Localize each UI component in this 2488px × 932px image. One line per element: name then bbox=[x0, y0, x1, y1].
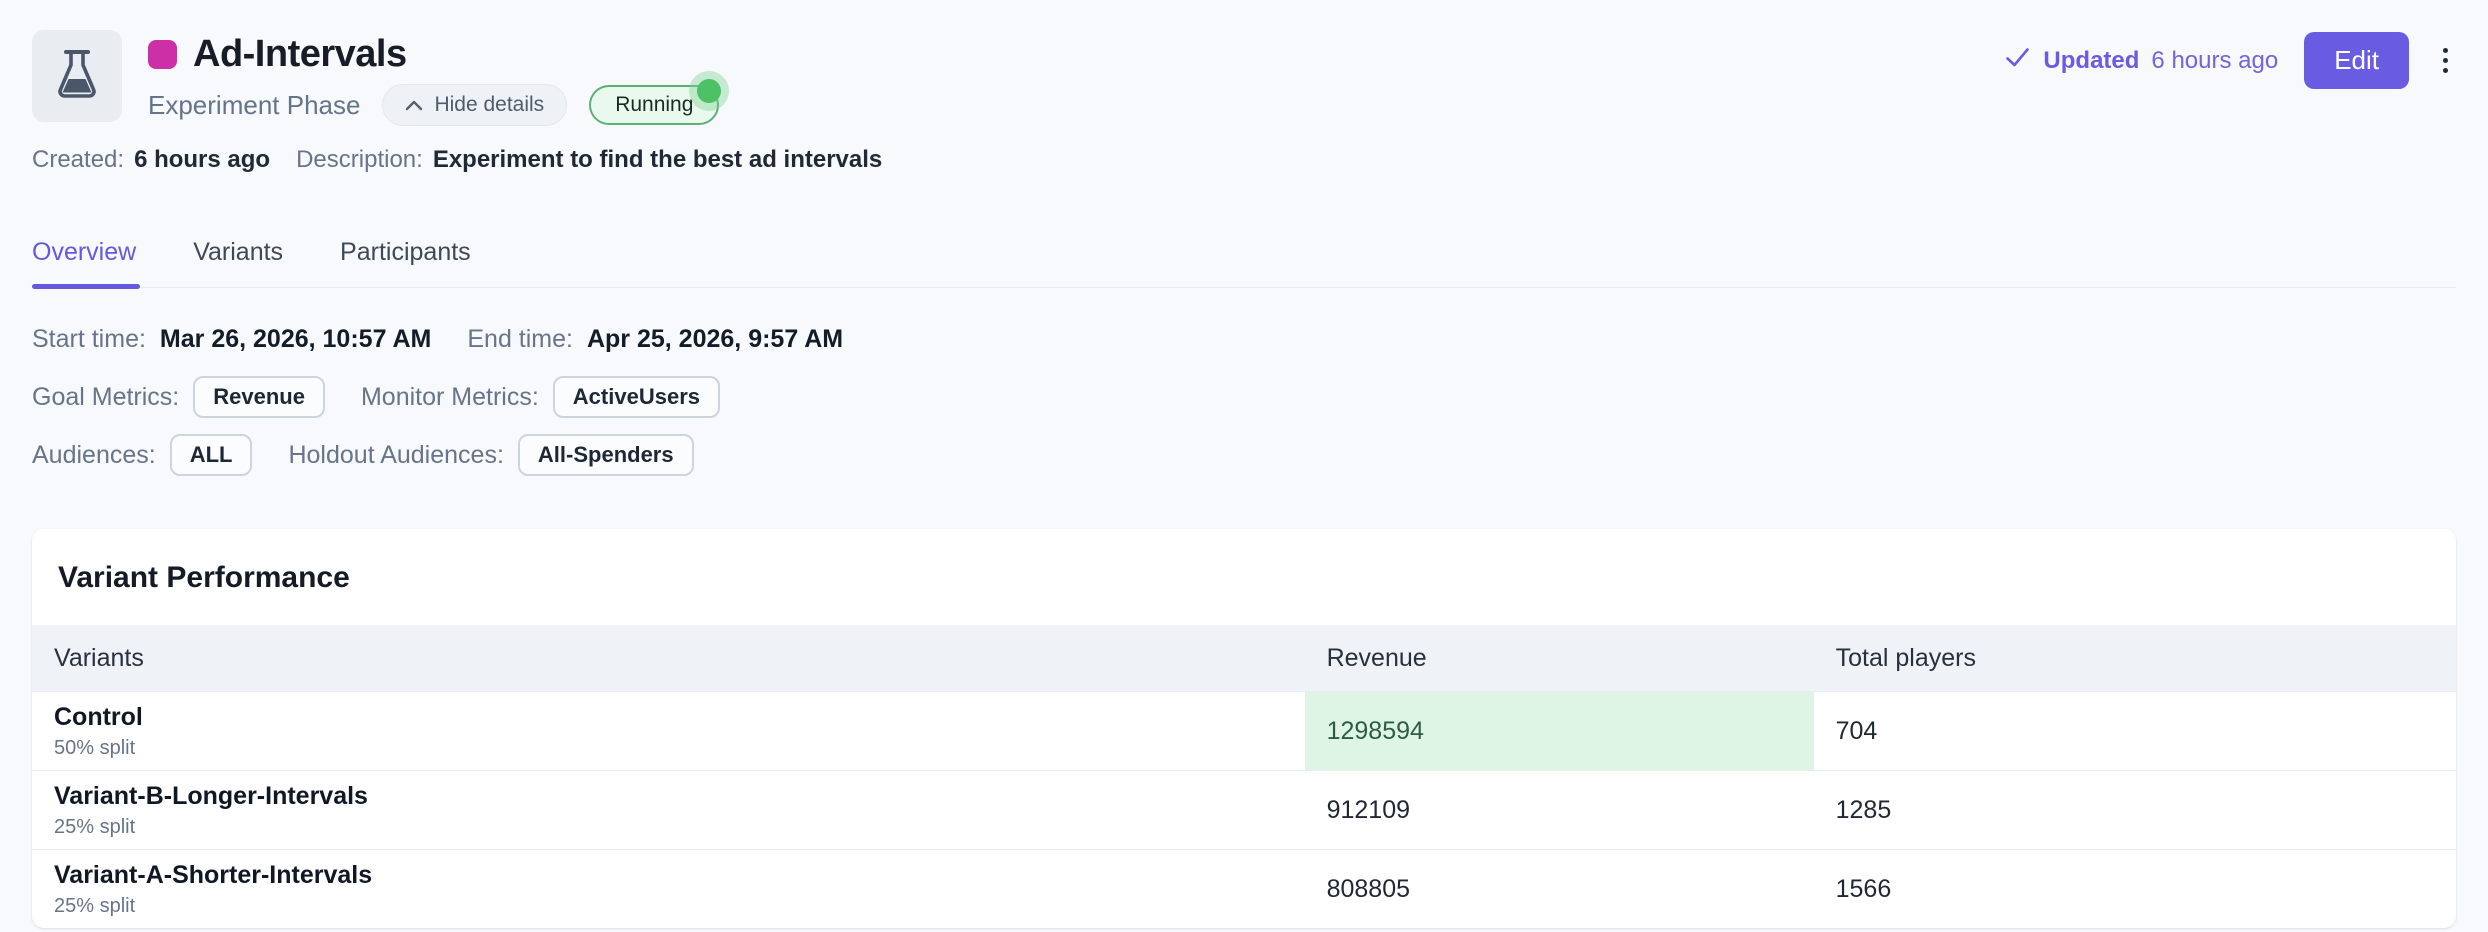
table-row: Variant-A-Shorter-Intervals 25% split 80… bbox=[32, 849, 2456, 928]
table-row: Control 50% split 1298594 704 bbox=[32, 691, 2456, 771]
experiment-details: Start time: Mar 26, 2026, 10:57 AM End t… bbox=[32, 317, 2456, 477]
start-time-value: Mar 26, 2026, 10:57 AM bbox=[159, 324, 432, 353]
created-label: Created: bbox=[32, 146, 125, 173]
variant-name: Control bbox=[54, 703, 143, 731]
table-row: Variant-B-Longer-Intervals 25% split 912… bbox=[32, 770, 2456, 850]
variant-name: Variant-A-Shorter-Intervals bbox=[54, 861, 373, 889]
revenue-cell-highlighted: 1298594 bbox=[1304, 691, 1814, 771]
status-badge-label: Running bbox=[615, 93, 694, 116]
revenue-cell: 912109 bbox=[1304, 770, 1814, 850]
holdout-audiences-label: Holdout Audiences: bbox=[288, 440, 504, 469]
variant-split: 25% split bbox=[54, 816, 136, 838]
check-icon bbox=[2004, 44, 2031, 78]
page-title: Ad-Intervals bbox=[193, 32, 407, 75]
chevron-up-icon bbox=[405, 93, 423, 117]
status-dot-halo bbox=[689, 71, 730, 111]
players-cell: 1566 bbox=[1813, 849, 2456, 928]
column-header-variants: Variants bbox=[32, 625, 1305, 692]
players-cell: 1285 bbox=[1813, 770, 2456, 850]
updated-time: 6 hours ago bbox=[2151, 46, 2279, 74]
created-value: 6 hours ago bbox=[134, 146, 271, 173]
status-badge: Running bbox=[589, 71, 730, 125]
variant-performance-table: Variants Revenue Total players Control 5… bbox=[32, 625, 2456, 928]
revenue-cell: 808805 bbox=[1304, 849, 1814, 928]
column-header-revenue: Revenue bbox=[1304, 625, 1814, 692]
experiment-color-swatch bbox=[148, 39, 177, 69]
updated-label: Updated bbox=[2043, 46, 2140, 74]
experiment-type-box bbox=[32, 30, 122, 122]
audience-chip: ALL bbox=[169, 434, 253, 476]
holdout-audience-chip: All-Spenders bbox=[517, 434, 694, 476]
monitor-metrics-label: Monitor Metrics: bbox=[360, 382, 539, 411]
description-value: Experiment to find the best ad intervals bbox=[432, 146, 883, 173]
audiences-label: Audiences: bbox=[32, 440, 156, 469]
tab-participants[interactable]: Participants bbox=[340, 238, 471, 266]
hide-details-label: Hide details bbox=[434, 93, 545, 116]
card-title: Variant Performance bbox=[58, 561, 350, 594]
column-header-total-players: Total players bbox=[1813, 625, 2456, 692]
table-header-row: Variants Revenue Total players bbox=[32, 625, 2456, 692]
start-time-label: Start time: bbox=[32, 324, 146, 353]
tab-overview[interactable]: Overview bbox=[32, 238, 141, 289]
time-row: Start time: Mar 26, 2026, 10:57 AM End t… bbox=[32, 317, 2456, 361]
end-time-value: Apr 25, 2026, 9:57 AM bbox=[586, 324, 844, 353]
flask-icon bbox=[54, 48, 100, 105]
variant-name: Variant-B-Longer-Intervals bbox=[54, 782, 368, 810]
updated-status: Updated 6 hours ago bbox=[2004, 44, 2278, 78]
page-header: Ad-Intervals Experiment Phase Hide detai… bbox=[32, 0, 2456, 126]
variant-split: 50% split bbox=[54, 737, 136, 759]
variant-split: 25% split bbox=[54, 895, 136, 917]
metrics-row: Goal Metrics: Revenue Monitor Metrics: A… bbox=[32, 375, 2456, 419]
header-left: Ad-Intervals Experiment Phase Hide detai… bbox=[32, 30, 730, 126]
kebab-menu-button[interactable] bbox=[2435, 38, 2456, 83]
title-row: Ad-Intervals bbox=[148, 30, 719, 78]
audiences-row: Audiences: ALL Holdout Audiences: All-Sp… bbox=[32, 433, 2456, 477]
goal-metrics-label: Goal Metrics: bbox=[32, 382, 180, 411]
meta-row: Created: 6 hours ago Description: Experi… bbox=[32, 146, 2456, 174]
hide-details-button[interactable]: Hide details bbox=[382, 84, 568, 126]
goal-metric-chip: Revenue bbox=[193, 376, 325, 418]
header-actions: Updated 6 hours ago Edit bbox=[2004, 32, 2456, 89]
end-time-label: End time: bbox=[467, 324, 573, 353]
monitor-metric-chip: ActiveUsers bbox=[552, 376, 720, 418]
status-dot-icon bbox=[697, 79, 722, 103]
tab-bar: Overview Variants Participants bbox=[32, 238, 2456, 289]
experiment-phase-label: Experiment Phase bbox=[148, 89, 361, 120]
title-block: Ad-Intervals Experiment Phase Hide detai… bbox=[148, 30, 730, 126]
variant-performance-card: Variant Performance Variants Revenue Tot… bbox=[32, 529, 2456, 928]
subtitle-row: Experiment Phase Hide details Running bbox=[148, 71, 730, 126]
description-label: Description: bbox=[296, 146, 423, 173]
edit-button[interactable]: Edit bbox=[2304, 32, 2409, 89]
players-cell: 704 bbox=[1813, 691, 2456, 771]
tab-variants[interactable]: Variants bbox=[193, 238, 284, 266]
